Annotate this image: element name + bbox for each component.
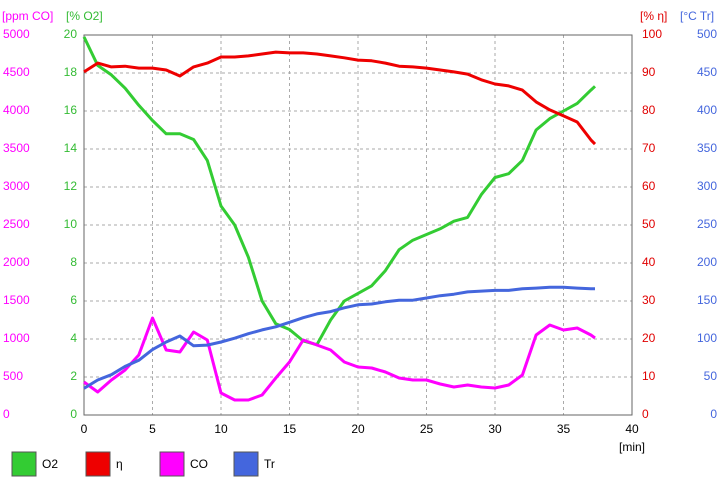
axis-title: [% η] <box>640 9 667 23</box>
y-tick-label: 90 <box>642 65 656 79</box>
x-tick-label: 30 <box>488 422 502 436</box>
axis-title: [% O2] <box>66 9 103 23</box>
y-tick-label: 14 <box>64 141 78 155</box>
x-tick-label: 0 <box>81 422 88 436</box>
y-tick-label: 1500 <box>3 293 30 307</box>
x-tick-label: 20 <box>351 422 365 436</box>
y-tick-label: 150 <box>697 293 717 307</box>
y-tick-label: 1000 <box>3 331 30 345</box>
y-tick-label: 350 <box>697 141 717 155</box>
y-tick-label: 60 <box>642 179 656 193</box>
y-tick-label: 0 <box>710 407 717 421</box>
y-tick-label: 10 <box>64 217 78 231</box>
y-tick-label: 18 <box>64 65 78 79</box>
y-tick-label: 500 <box>3 369 23 383</box>
legend-swatch <box>159 451 185 477</box>
y-tick-label: 80 <box>642 103 656 117</box>
legend-label: η <box>116 457 123 471</box>
y-tick-label: 300 <box>697 179 717 193</box>
axis-title: [ppm CO] <box>2 9 53 23</box>
series-line <box>83 50 597 146</box>
y-tick-label: 70 <box>642 141 656 155</box>
y-tick-label: 100 <box>697 331 717 345</box>
y-tick-label: 20 <box>642 331 656 345</box>
y-tick-label: 2000 <box>3 255 30 269</box>
y-tick-label: 450 <box>697 65 717 79</box>
y-tick-label: 2500 <box>3 217 30 231</box>
plot-frame <box>83 34 633 416</box>
y-tick-label: 16 <box>64 103 78 117</box>
legend-label: Tr <box>264 457 275 471</box>
y-tick-label: 12 <box>64 179 78 193</box>
y-tick-label: 200 <box>697 255 717 269</box>
y-tick-label: 100 <box>642 27 662 41</box>
y-tick-label: 50 <box>642 217 656 231</box>
y-tick-label: 0 <box>70 407 77 421</box>
x-tick-label: 40 <box>625 422 639 436</box>
legend-swatch <box>85 451 111 477</box>
y-tick-label: 20 <box>64 27 78 41</box>
legend-swatch <box>233 451 259 477</box>
y-tick-label: 40 <box>642 255 656 269</box>
series-line <box>83 316 596 402</box>
y-tick-label: 50 <box>704 369 718 383</box>
y-tick-label: 2 <box>70 369 77 383</box>
y-tick-label: 6 <box>70 293 77 307</box>
y-tick-label: 0 <box>3 407 10 421</box>
x-tick-label: 10 <box>214 422 228 436</box>
x-tick-label: 25 <box>420 422 434 436</box>
y-tick-label: 3500 <box>3 141 30 155</box>
legend-label: CO <box>190 457 208 471</box>
legend-swatch <box>11 451 37 477</box>
y-tick-label: 500 <box>697 27 717 41</box>
x-tick-label: 15 <box>283 422 297 436</box>
y-tick-label: 10 <box>642 369 656 383</box>
y-tick-label: 4000 <box>3 103 30 117</box>
y-tick-label: 30 <box>642 293 656 307</box>
series-line <box>82 36 597 347</box>
y-tick-label: 8 <box>70 255 77 269</box>
y-tick-label: 4 <box>70 331 77 345</box>
x-tick-label: 35 <box>557 422 571 436</box>
x-tick-label: 5 <box>149 422 156 436</box>
y-tick-label: 400 <box>697 103 717 117</box>
y-tick-label: 250 <box>697 217 717 231</box>
legend-label: O2 <box>42 457 58 471</box>
x-axis-label: [min] <box>619 440 645 454</box>
series-line <box>83 285 595 390</box>
axis-title: [°C Tr] <box>680 9 714 23</box>
y-tick-label: 3000 <box>3 179 30 193</box>
y-tick-label: 5000 <box>3 27 30 41</box>
y-tick-label: 0 <box>642 407 649 421</box>
y-tick-label: 4500 <box>3 65 30 79</box>
